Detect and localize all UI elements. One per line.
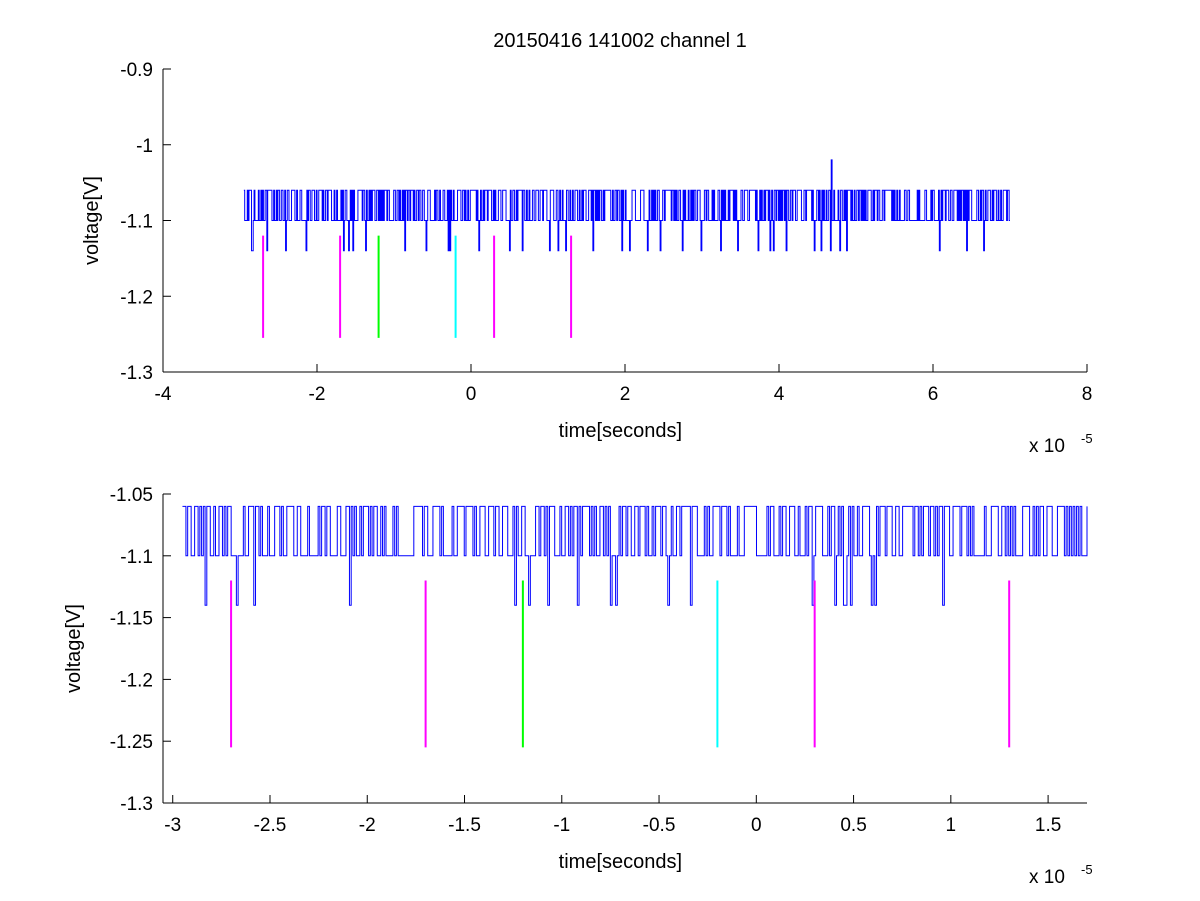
y-tick-label: -1.3 bbox=[120, 363, 153, 384]
signal-trace bbox=[243, 159, 1010, 252]
figure-title: 20150416 141002 channel 1 bbox=[493, 30, 747, 52]
x-tick-label: 0 bbox=[466, 384, 477, 405]
x-tick-label: 4 bbox=[774, 384, 785, 405]
y-tick-label: -1.2 bbox=[120, 670, 153, 691]
y-tick-label: -1.05 bbox=[110, 485, 153, 506]
x-tick-label: -2 bbox=[309, 384, 326, 405]
y-axis-label: voltage[V] bbox=[81, 176, 103, 265]
x-axis-label: time[seconds] bbox=[559, 420, 682, 442]
x-axis-label: time[seconds] bbox=[559, 851, 682, 873]
x-tick-label: 2 bbox=[620, 384, 631, 405]
top-plot: -4 -2 0 2 4 6 8 -1.3 -1.2 -1.1 -1 -0.9 time[seconds]… bbox=[81, 60, 1093, 457]
y-tick-label: -1.2 bbox=[120, 287, 153, 308]
y-tick-label: -1.1 bbox=[120, 547, 153, 568]
y-tick-label: -1.25 bbox=[110, 732, 153, 753]
x-tick-label: -3 bbox=[164, 815, 181, 836]
y-tick-label: -1.15 bbox=[110, 609, 153, 630]
x-tick-label: 8 bbox=[1082, 384, 1093, 405]
y-tick-label: -1.3 bbox=[120, 794, 153, 815]
x-multiplier-exponent: -5 bbox=[1081, 431, 1093, 446]
x-tick-label: 6 bbox=[928, 384, 939, 405]
y-tick-label: -1.1 bbox=[120, 212, 153, 233]
x-tick-label: 1 bbox=[946, 815, 957, 836]
y-tick-label: -1 bbox=[136, 136, 153, 157]
x-tick-label: -2 bbox=[359, 815, 376, 836]
x-tick-label: -1.5 bbox=[448, 815, 481, 836]
y-tick-label: -0.9 bbox=[120, 60, 153, 81]
x-tick-label: -4 bbox=[155, 384, 172, 405]
x-multiplier-exponent: -5 bbox=[1081, 862, 1093, 877]
x-tick-label: 0.5 bbox=[840, 815, 866, 836]
x-multiplier-label: x 10 bbox=[1029, 436, 1065, 457]
x-tick-label: -1 bbox=[553, 815, 570, 836]
x-tick-label: 1.5 bbox=[1035, 815, 1061, 836]
y-axis-label: voltage[V] bbox=[63, 604, 85, 693]
x-tick-label: 0 bbox=[751, 815, 762, 836]
x-multiplier-label: x 10 bbox=[1029, 867, 1065, 888]
x-tick-label: -0.5 bbox=[643, 815, 676, 836]
signal-trace bbox=[182, 505, 1088, 606]
x-tick-label: -2.5 bbox=[254, 815, 287, 836]
bottom-plot: -3 -2.5 -2 -1.5 -1 -0.5 0 0.5 1 1.5 -1.3 -1.25 -1.2 -… bbox=[63, 485, 1093, 888]
